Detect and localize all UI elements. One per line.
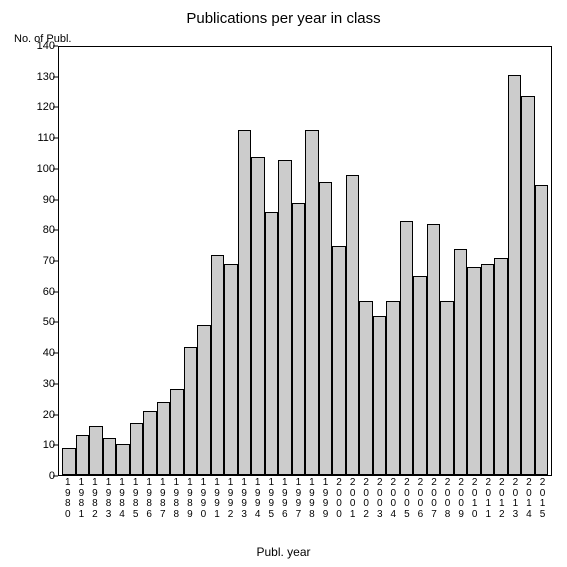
x-tick-label: 1992 bbox=[224, 478, 238, 520]
plot-area bbox=[58, 46, 552, 476]
bar bbox=[535, 185, 549, 475]
bar bbox=[467, 267, 481, 475]
x-tick-label: 1982 bbox=[88, 478, 102, 520]
bar bbox=[400, 221, 414, 475]
x-tick-label: 2000 bbox=[332, 478, 346, 520]
bar bbox=[292, 203, 306, 475]
bar bbox=[265, 212, 279, 475]
bar bbox=[481, 264, 495, 475]
x-tick-label: 2009 bbox=[454, 478, 468, 520]
bar bbox=[62, 448, 76, 476]
bar bbox=[346, 175, 360, 475]
bar bbox=[332, 246, 346, 475]
bar bbox=[305, 130, 319, 475]
x-tick-label: 1986 bbox=[142, 478, 156, 520]
bar bbox=[427, 224, 441, 475]
bar bbox=[89, 426, 103, 475]
bar bbox=[373, 316, 387, 475]
x-tick-label: 2001 bbox=[346, 478, 360, 520]
x-tick-label: 1987 bbox=[156, 478, 170, 520]
x-tick-label: 1998 bbox=[305, 478, 319, 520]
x-tick-label: 1997 bbox=[292, 478, 306, 520]
x-tick-label: 2002 bbox=[359, 478, 373, 520]
x-tick-label: 1983 bbox=[102, 478, 116, 520]
x-tick-label: 1994 bbox=[251, 478, 265, 520]
x-tick-label: 2007 bbox=[427, 478, 441, 520]
x-tick-label: 2008 bbox=[441, 478, 455, 520]
x-tick-label: 1981 bbox=[75, 478, 89, 520]
x-tick-label: 2012 bbox=[495, 478, 509, 520]
bar bbox=[386, 301, 400, 475]
bar bbox=[278, 160, 292, 475]
x-tick-label: 1995 bbox=[264, 478, 278, 520]
x-tick-label: 1980 bbox=[61, 478, 75, 520]
x-tick-label: 1989 bbox=[183, 478, 197, 520]
bar bbox=[251, 157, 265, 475]
chart-container: Publications per year in class No. of Pu… bbox=[0, 0, 567, 567]
bar bbox=[76, 435, 90, 475]
x-tick-label: 1988 bbox=[170, 478, 184, 520]
x-tick-label: 1999 bbox=[319, 478, 333, 520]
bar bbox=[197, 325, 211, 475]
x-tick-label: 2014 bbox=[522, 478, 536, 520]
bar bbox=[413, 276, 427, 475]
x-tick-label: 2015 bbox=[536, 478, 550, 520]
x-tick-label: 2003 bbox=[373, 478, 387, 520]
bar bbox=[454, 249, 468, 475]
bar bbox=[143, 411, 157, 475]
bar bbox=[521, 96, 535, 475]
bar bbox=[103, 438, 117, 475]
bar bbox=[494, 258, 508, 475]
x-tick-label: 1984 bbox=[115, 478, 129, 520]
x-tick-label: 2010 bbox=[468, 478, 482, 520]
x-axis-label: Publ. year bbox=[0, 545, 567, 559]
bar bbox=[116, 444, 130, 475]
bar bbox=[157, 402, 171, 475]
bar bbox=[238, 130, 252, 475]
x-tick-label: 2013 bbox=[509, 478, 523, 520]
x-tick-label: 2006 bbox=[414, 478, 428, 520]
x-tick-label: 1996 bbox=[278, 478, 292, 520]
x-tick-label: 1991 bbox=[210, 478, 224, 520]
x-tick-label: 1993 bbox=[237, 478, 251, 520]
bars-group bbox=[59, 47, 551, 475]
chart-title: Publications per year in class bbox=[0, 10, 567, 27]
x-tick-label: 1985 bbox=[129, 478, 143, 520]
bar bbox=[319, 182, 333, 475]
bar bbox=[211, 255, 225, 475]
x-tick-label: 2004 bbox=[387, 478, 401, 520]
bar bbox=[508, 75, 522, 475]
bar bbox=[359, 301, 373, 475]
bar bbox=[224, 264, 238, 475]
bar bbox=[184, 347, 198, 475]
bar bbox=[130, 423, 144, 475]
bar bbox=[170, 389, 184, 475]
x-tick-label: 2011 bbox=[481, 478, 495, 520]
bar bbox=[440, 301, 454, 475]
x-tick-label: 1990 bbox=[197, 478, 211, 520]
x-tick-labels-group: 1980198119821983198419851986198719881989… bbox=[58, 478, 552, 520]
x-tick-label: 2005 bbox=[400, 478, 414, 520]
